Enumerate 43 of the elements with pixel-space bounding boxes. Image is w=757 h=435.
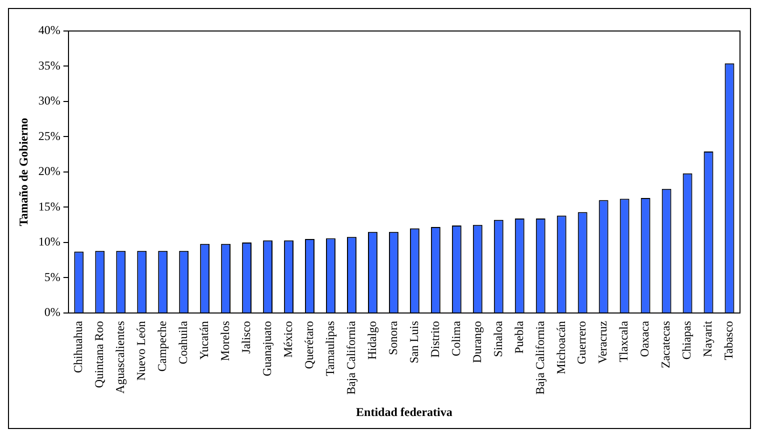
x-tick-label: Jalisco xyxy=(238,320,253,354)
x-tick-label: Colima xyxy=(448,320,463,356)
y-tick-label: 15% xyxy=(38,199,60,214)
x-tick-label: Puebla xyxy=(512,320,526,354)
x-tick-label: Sonora xyxy=(386,320,400,355)
x-axis-title: Entidad federativa xyxy=(356,404,452,419)
y-tick-label: 35% xyxy=(38,58,60,72)
x-tick-label: Quintana Roo xyxy=(92,320,106,388)
x-tick-label: Guerrero xyxy=(574,320,589,364)
x-tick-label: Aguascalientes xyxy=(113,320,128,394)
y-tick-label: 40% xyxy=(38,23,60,38)
x-tick-label: Veracruz xyxy=(596,320,610,364)
y-tick-label: 10% xyxy=(38,234,60,249)
x-tick-label: Guanajuato xyxy=(260,320,274,376)
x-tick-label: Yucatán xyxy=(196,320,211,360)
x-tick-label: Tamaulipas xyxy=(322,320,337,376)
y-tick-label: 30% xyxy=(38,94,60,108)
x-tick-label: Querétaro xyxy=(302,320,316,369)
y-tick-label: 25% xyxy=(38,128,60,143)
x-tick-label: Morelos xyxy=(218,320,232,361)
y-tick-label: 20% xyxy=(38,164,60,178)
x-tick-label: Tlaxcala xyxy=(616,320,631,362)
x-tick-label: Chiapas xyxy=(680,320,694,360)
y-axis-title: Tamaño de Gobierno xyxy=(16,118,30,226)
x-tick-label: Baja California xyxy=(344,320,358,395)
x-tick-label: Sinaloa xyxy=(490,320,505,357)
x-tick-label: San Luis xyxy=(406,320,421,364)
x-tick-label: Nayarit xyxy=(700,320,715,357)
x-tick-label: Baja California xyxy=(532,320,547,395)
x-tick-label: Nuevo León xyxy=(134,320,148,381)
x-tick-label: Oaxaca xyxy=(638,320,652,357)
x-tick-label: Chihuahua xyxy=(71,320,86,373)
y-tick-label: 0% xyxy=(44,305,60,320)
y-tick-label: 5% xyxy=(44,270,60,284)
x-tick-label: Campeche xyxy=(154,320,169,372)
x-tick-label: Zacatecas xyxy=(658,320,673,368)
x-tick-label: Durango xyxy=(470,320,484,363)
x-tick-label: Distrito xyxy=(428,320,442,358)
x-tick-label: México xyxy=(280,320,295,358)
x-tick-label: Coahuila xyxy=(176,320,190,364)
x-tick-label: Hidalgo xyxy=(364,320,379,360)
x-tick-label: Michoacán xyxy=(554,320,568,374)
x-tick-label: Tabasco xyxy=(722,320,736,360)
